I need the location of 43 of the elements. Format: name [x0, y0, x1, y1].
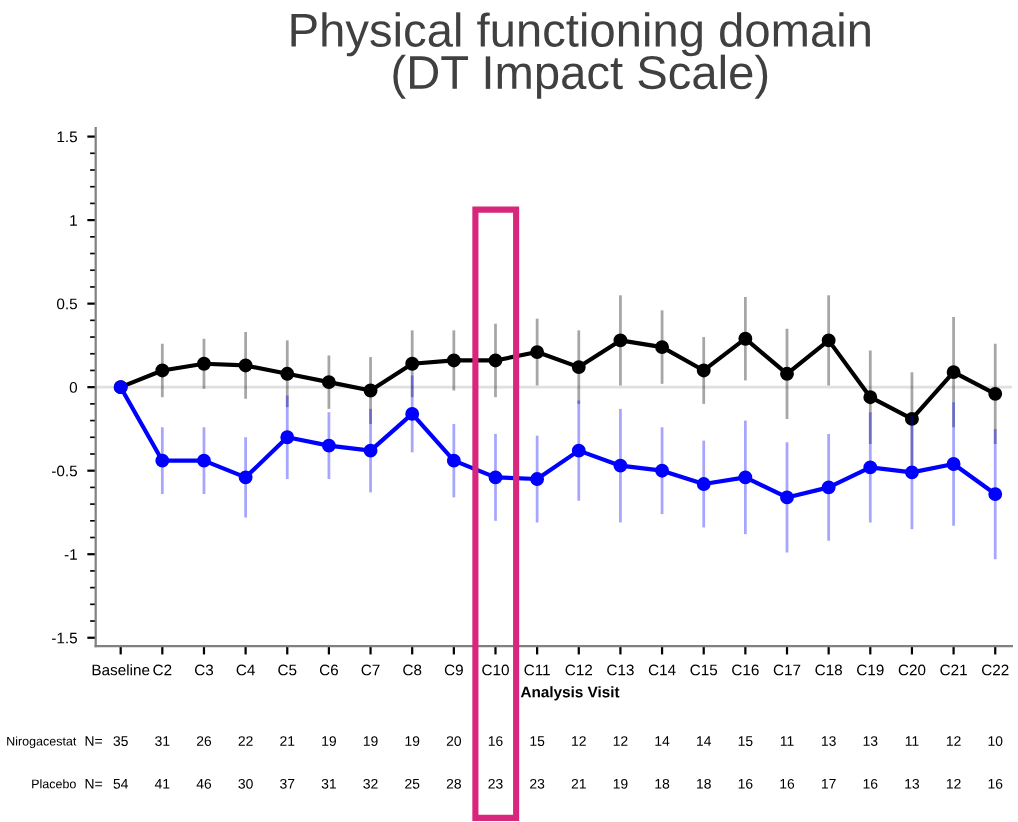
point — [863, 460, 878, 475]
point — [946, 365, 961, 380]
point — [571, 443, 586, 458]
point — [696, 477, 711, 491]
point — [321, 375, 336, 390]
point — [280, 430, 295, 445]
point — [530, 345, 545, 360]
point — [905, 465, 919, 480]
point — [405, 356, 420, 371]
point — [155, 453, 170, 468]
point — [780, 490, 794, 505]
point — [821, 480, 836, 495]
chart-title: Physical functioning domain (DT Impact Scale) — [291, 12, 870, 99]
point — [738, 331, 753, 346]
point — [405, 406, 420, 421]
point — [571, 360, 586, 375]
point — [946, 457, 961, 471]
point — [446, 353, 461, 368]
point — [280, 366, 295, 381]
point — [488, 470, 503, 485]
point — [530, 472, 545, 486]
point — [655, 340, 670, 355]
point — [488, 353, 503, 368]
point — [197, 453, 211, 468]
point — [238, 358, 253, 373]
point — [696, 363, 711, 378]
point — [988, 386, 1003, 401]
point — [738, 470, 753, 485]
point — [863, 390, 878, 405]
point — [155, 363, 170, 378]
point — [905, 411, 919, 426]
point — [321, 438, 336, 453]
point — [238, 470, 253, 485]
point — [780, 366, 794, 381]
point — [613, 458, 628, 473]
point — [613, 333, 628, 348]
point — [363, 443, 378, 458]
point — [655, 463, 670, 478]
point — [197, 356, 211, 371]
point — [446, 453, 461, 468]
point — [988, 487, 1003, 502]
point — [821, 333, 836, 348]
point — [363, 383, 378, 398]
